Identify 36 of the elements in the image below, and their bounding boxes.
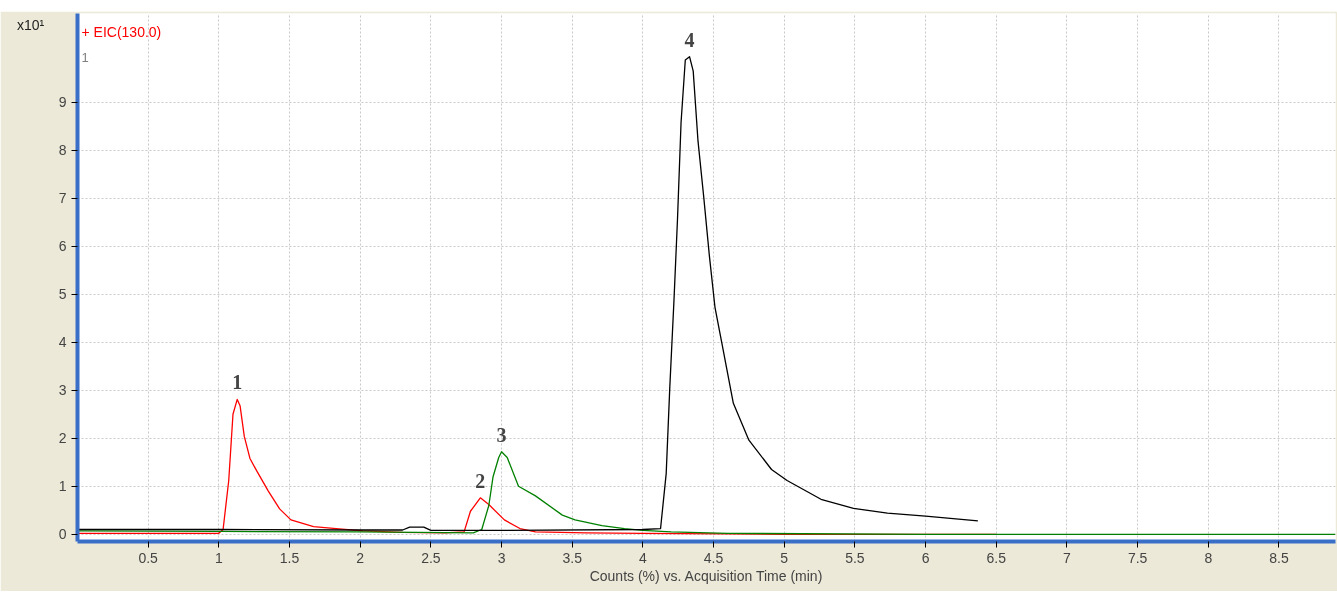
annotation: 1 [81,49,89,65]
x-tick-label: 2.5 [421,549,441,566]
x-tick-label: 1 [214,549,223,566]
annotation: 3 [496,423,507,446]
y-tick-label: 1 [58,478,67,495]
x-tick-label: 3.5 [562,549,583,566]
text: + EIC(130.0) [81,23,162,40]
y-tick-label: 4 [58,334,67,351]
y-tick-label: 9 [58,94,67,111]
x-tick-label: 4 [639,549,647,566]
annotation: 2 [475,469,486,492]
x-tick-label: 7 [1063,549,1072,566]
line-series [77,451,1336,535]
y-tick-label: 2 [58,430,67,447]
x-axis-title: Counts (%) vs. Acquisition Time (min) [589,567,823,584]
x-tick-label: 8 [1204,549,1213,566]
y-tick-label: 0 [58,526,67,543]
annotation: 1 [232,371,243,394]
y-axis-title: x10¹ [17,16,45,35]
y-tick-label: 8 [58,142,67,159]
x-tick-label: 7.5 [1127,549,1148,566]
x-tick-label: 2 [356,549,365,566]
y-tick-label: 6 [58,238,67,255]
x-tick-label: 5 [780,549,789,566]
y-tick-label: 7 [58,190,67,207]
y-tick-label: 5 [58,286,67,303]
x-tick-label: 8.5 [1269,549,1289,566]
x-tick-label: 6 [921,549,930,566]
annotation: 4 [684,28,695,51]
x-tick-label: 4.5 [703,549,724,566]
x-tick-label: 0.5 [138,549,159,566]
y-tick-label: 3 [58,382,67,399]
x-tick-label: 6.5 [986,549,1007,566]
x-tick-label: 5.5 [845,549,865,566]
x-tick-label: 3 [497,549,506,566]
x-tick-label: 1.5 [279,549,300,566]
